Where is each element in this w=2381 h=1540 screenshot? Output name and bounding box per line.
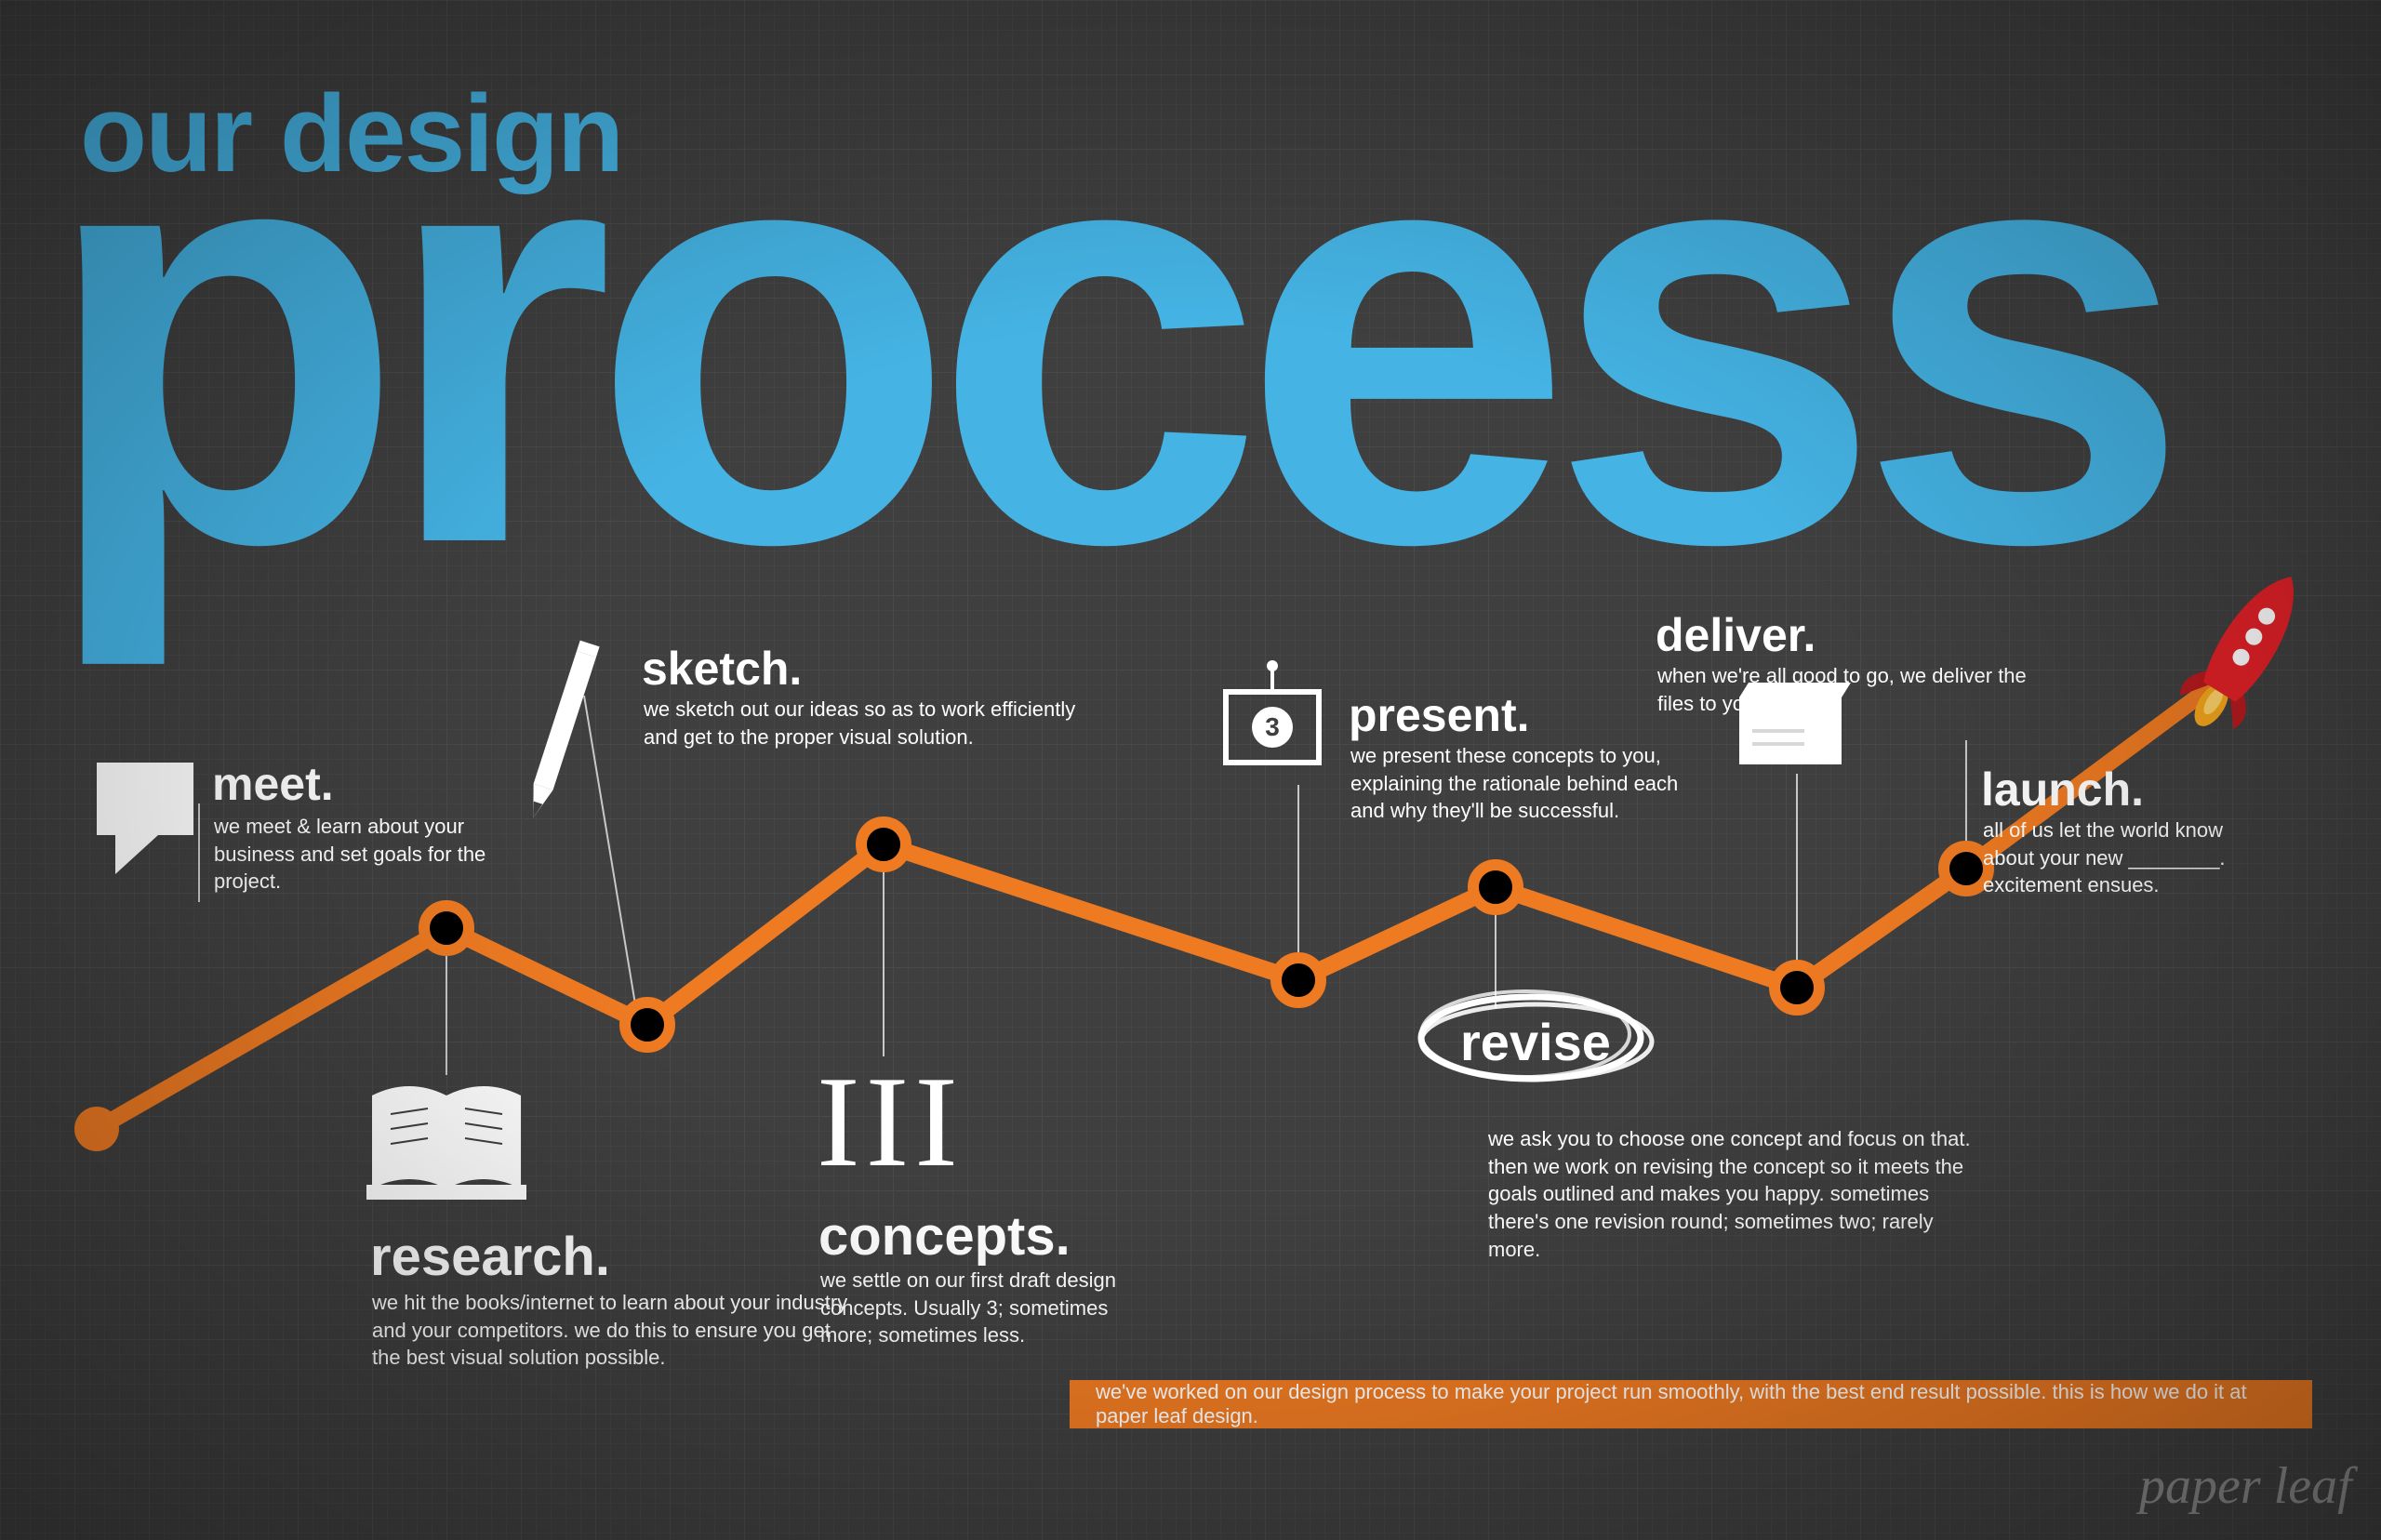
footer-bar: we've worked on our design process to ma… <box>1070 1380 2312 1428</box>
chart-node-deliver <box>1944 846 1989 891</box>
step-deliver-desc: when we're all good to go, we deliver th… <box>1657 662 2067 717</box>
step-meet-desc: we meet & learn about your business and … <box>214 813 521 896</box>
speech-bubble-icon <box>97 763 193 874</box>
chart-node-start <box>74 1107 119 1151</box>
concepts-roman-numeral: III <box>817 1047 964 1197</box>
step-revise-title: revise <box>1460 1012 1611 1072</box>
step-launch-desc: all of us let the world know about your … <box>1983 816 2262 899</box>
chart-node-research <box>625 1002 670 1047</box>
step-research-desc: we hit the books/internet to learn about… <box>372 1289 856 1372</box>
step-present-desc: we present these concepts to you, explai… <box>1350 742 1704 825</box>
svg-text:3: 3 <box>1265 712 1280 741</box>
pencil-icon <box>524 641 600 821</box>
chart-node-concepts <box>1276 958 1321 1002</box>
step-launch-title: launch. <box>1981 763 2144 816</box>
book-icon <box>366 1086 526 1200</box>
step-meet-title: meet. <box>212 757 334 811</box>
presentation-icon: 3 <box>1226 660 1319 763</box>
step-present-title: present. <box>1349 688 1530 742</box>
brand-logo: paper leaf <box>2139 1456 2352 1516</box>
step-research-title: research. <box>370 1226 610 1288</box>
step-revise-desc: we ask you to choose one concept and foc… <box>1488 1125 1981 1263</box>
chart-node-present <box>1473 865 1518 909</box>
chart-node-meet <box>424 906 469 950</box>
chart-node-sketch <box>861 822 906 867</box>
step-sketch-title: sketch. <box>642 642 802 696</box>
chart-node-revise <box>1775 965 1819 1010</box>
step-sketch-desc: we sketch out our ideas so as to work ef… <box>644 696 1081 750</box>
footer-text: we've worked on our design process to ma… <box>1096 1380 2286 1428</box>
step-concepts-title: concepts. <box>818 1205 1071 1268</box>
step-deliver-title: deliver. <box>1656 608 1816 662</box>
rocket-icon <box>2169 558 2321 743</box>
step-concepts-desc: we settle on our first draft design conc… <box>820 1267 1164 1349</box>
